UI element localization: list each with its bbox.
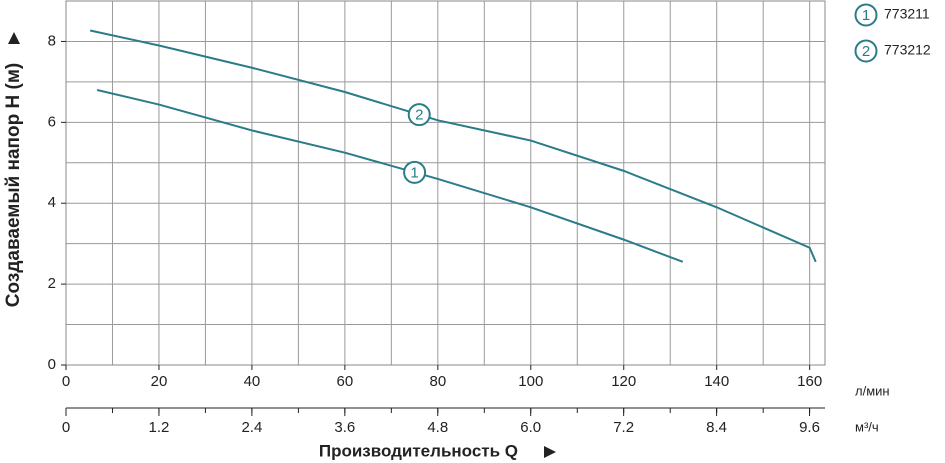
- x2-tick-label: 7.2: [613, 419, 634, 436]
- x2-tick-label: 1.2: [149, 419, 170, 436]
- y-tick-label: 4: [48, 194, 56, 211]
- legend-label: 773211: [884, 6, 930, 22]
- series-line: [96, 89, 684, 263]
- y-tick-label: 6: [48, 113, 56, 130]
- legend-label: 773212: [884, 42, 931, 58]
- curve-badge: [407, 103, 431, 127]
- x-unit: л/мин: [855, 383, 890, 398]
- x-tick-label: 20: [151, 373, 168, 390]
- curve-badge: [854, 39, 878, 63]
- x-tick-label: 40: [244, 373, 261, 390]
- x-tick-label: 140: [704, 373, 729, 390]
- y-tick-label: 8: [48, 32, 56, 49]
- x2-tick-label: 2.4: [241, 419, 262, 436]
- x-tick-label: 100: [518, 373, 543, 390]
- curve-badge: [854, 3, 878, 27]
- curve-badge: [403, 160, 427, 184]
- curve-badge-label: 1: [410, 164, 418, 181]
- y-axis-arrow: [8, 32, 20, 44]
- x-axis-title: Производительность Q: [319, 441, 518, 460]
- x-tick-label: 60: [337, 373, 354, 390]
- x2-tick-label: 3.6: [334, 419, 355, 436]
- y-tick-label: 2: [48, 275, 56, 292]
- curve-badge-label: 2: [862, 43, 870, 60]
- x-tick-label: 160: [797, 373, 822, 390]
- x2-tick-label: 4.8: [427, 419, 448, 436]
- x-tick-label: 0: [62, 373, 70, 390]
- x-tick-label: 120: [611, 373, 636, 390]
- x2-tick-label: 8.4: [706, 419, 727, 436]
- y-axis-title: Создаваемый напор H (м): [3, 63, 24, 307]
- x2-tick-label: 9.6: [799, 419, 820, 436]
- x-tick-label: 80: [429, 373, 446, 390]
- series-line: [89, 29, 817, 263]
- curve-badge-label: 1: [862, 7, 870, 24]
- y-tick-label: 0: [48, 356, 56, 373]
- plot-frame: [65, 0, 826, 366]
- x2-tick-label: 0: [62, 419, 70, 436]
- curve-badge-label: 2: [415, 107, 423, 124]
- x2-unit: м³/ч: [855, 419, 879, 434]
- x2-tick-label: 6.0: [520, 419, 541, 436]
- x-axis-arrow: [544, 446, 556, 458]
